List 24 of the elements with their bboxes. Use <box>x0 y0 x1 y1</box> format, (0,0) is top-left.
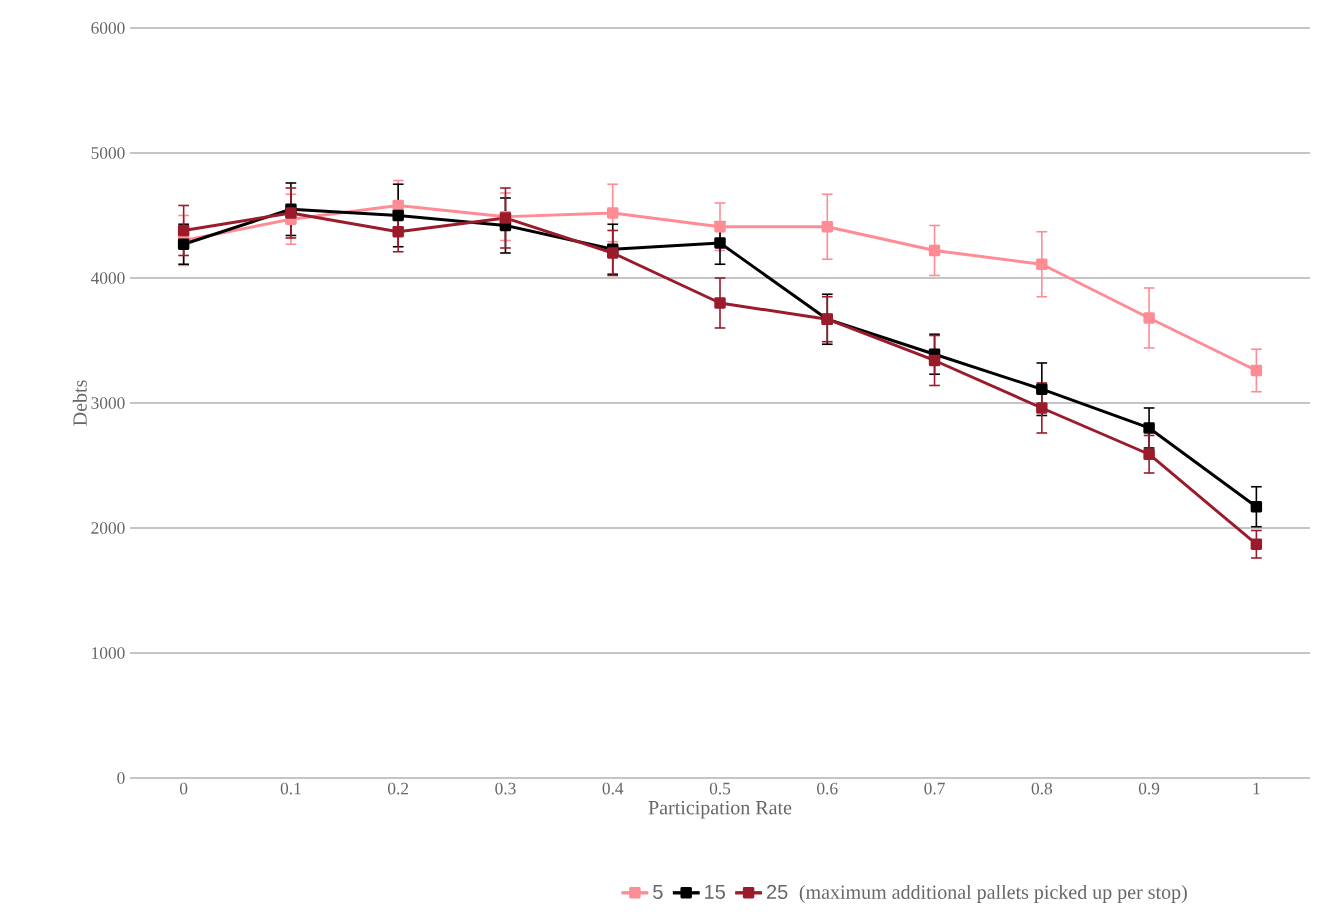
x-tick-label: 0.6 <box>817 782 838 795</box>
y-tick-label: 6000 <box>91 22 125 34</box>
y-tick-label: 1000 <box>92 647 125 659</box>
y-tick-label: 0 <box>117 772 125 784</box>
legend-label: 5 <box>653 884 663 899</box>
x-tick-label: 0.1 <box>280 782 301 795</box>
x-tick-label: 0.2 <box>388 782 409 795</box>
y-tick-label: 5000 <box>91 147 125 159</box>
x-tick-label: 1 <box>1253 782 1260 795</box>
x-tick-label: 0.7 <box>924 782 945 795</box>
y-tick-label: 2000 <box>91 522 125 534</box>
x-tick-label: 0.9 <box>1138 782 1160 795</box>
y-tick-label: 4000 <box>90 272 125 284</box>
x-tick-label: 0 <box>179 782 188 795</box>
x-axis-title: Participation Rate <box>648 800 792 819</box>
x-tick-label: 0.5 <box>709 782 731 795</box>
x-tick-label: 0.8 <box>1031 782 1052 795</box>
legend-label: 15 <box>705 884 725 899</box>
legend-label: 25 <box>766 884 788 899</box>
legend-title: (maximum additional pallets picked up per stop) <box>799 884 1187 904</box>
y-tick-label: 3000 <box>91 397 125 409</box>
x-tick-label: 0.3 <box>495 782 516 795</box>
x-tick-label: 0.4 <box>602 782 624 795</box>
y-axis-title: Debts <box>72 380 87 426</box>
